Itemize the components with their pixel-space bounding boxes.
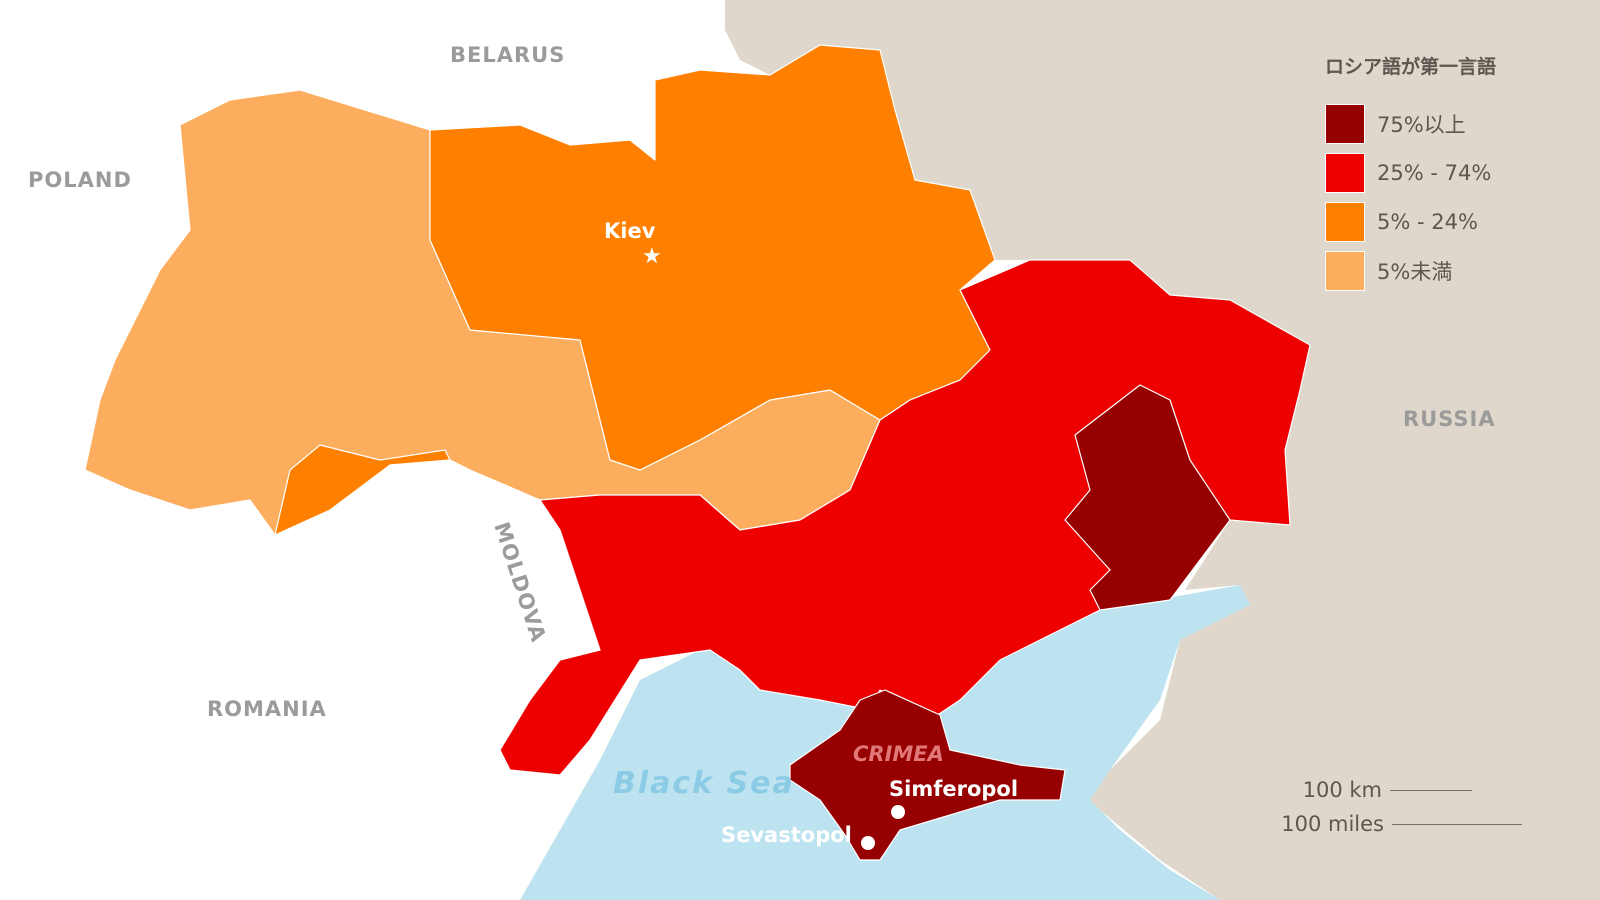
star-icon: ★ [642, 244, 662, 269]
legend-title: ロシア語が第一言語 [1325, 56, 1497, 78]
legend: ロシア語が第一言語 75%以上 25% - 74% 5% - 24% 5%未満 [1325, 52, 1496, 295]
region-over-75-crimea [789, 689, 1066, 861]
legend-item: 25% - 74% [1325, 148, 1496, 197]
legend-swatch [1325, 250, 1365, 291]
scale-miles-bar [1392, 823, 1522, 825]
label-belarus: BELARUS [450, 43, 565, 67]
legend-item: 5%未満 [1325, 246, 1496, 295]
scale-miles-label: 100 miles [1281, 812, 1384, 836]
legend-label: 25% - 74% [1377, 160, 1492, 185]
legend-label: 5%未満 [1377, 259, 1453, 284]
city-dot-simferopol [891, 805, 905, 819]
scale-miles: 100 miles [1281, 812, 1522, 836]
legend-item: 5% - 24% [1325, 197, 1496, 246]
region-over-75-donetsk [1064, 384, 1231, 611]
label-romania: ROMANIA [207, 697, 327, 721]
city-kiev: Kiev [604, 219, 656, 243]
scale-km: 100 km [1303, 778, 1472, 802]
label-russia: RUSSIA [1403, 407, 1496, 431]
russia-territory [725, 0, 1600, 900]
region-25-74-south-east [499, 259, 1311, 776]
city-simferopol: Simferopol [889, 777, 1018, 801]
scale-km-bar [1390, 789, 1472, 791]
legend-label: 5% - 24% [1377, 209, 1478, 234]
region-5-24-north-central [429, 44, 996, 471]
label-crimea: CRIMEA [853, 742, 944, 766]
city-sevastopol: Sevastopol [721, 823, 852, 847]
legend-label: 75%以上 [1377, 112, 1466, 137]
legend-swatch [1325, 103, 1365, 144]
city-dot-sevastopol [861, 836, 875, 850]
label-black-sea: Black Sea [613, 766, 795, 801]
legend-swatch [1325, 201, 1365, 242]
label-poland: POLAND [28, 168, 132, 192]
legend-item: 75%以上 [1325, 99, 1496, 148]
region-5-24-chernivtsi [274, 444, 451, 536]
legend-swatch [1325, 152, 1365, 193]
scale-km-label: 100 km [1302, 778, 1382, 802]
